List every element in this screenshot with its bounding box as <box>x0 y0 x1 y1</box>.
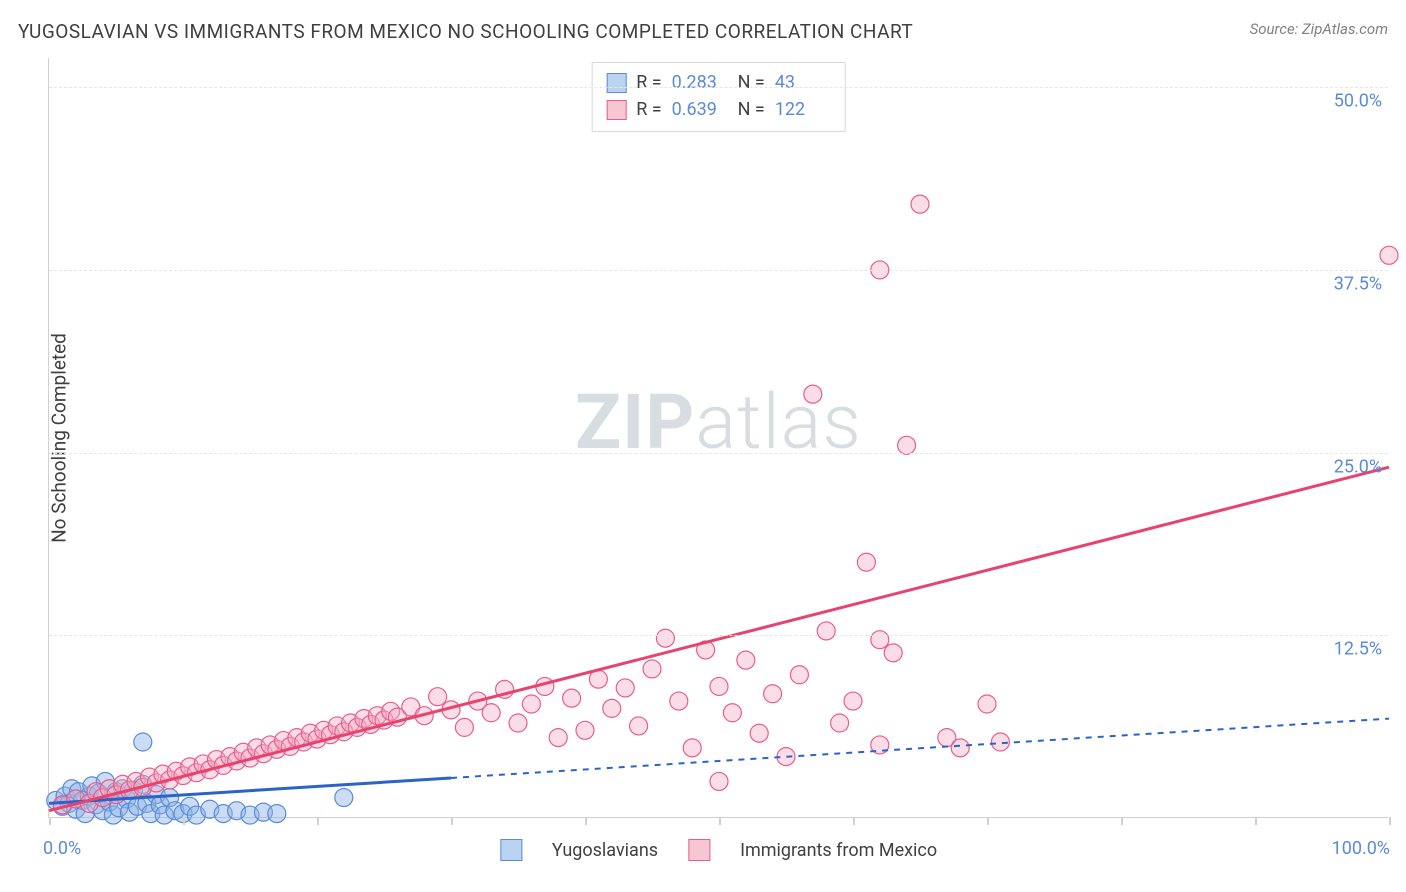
series-legend: Yugoslavians Immigrants from Mexico <box>500 839 937 861</box>
y-tick-label: 37.5% <box>1334 273 1382 294</box>
scatter-point-immigrants_mexico <box>603 699 621 717</box>
scatter-point-immigrants_mexico <box>737 651 755 669</box>
scatter-point-immigrants_mexico <box>455 718 473 736</box>
scatter-point-immigrants_mexico <box>656 629 674 647</box>
scatter-point-immigrants_mexico <box>563 689 581 707</box>
scatter-point-immigrants_mexico <box>817 622 835 640</box>
scatter-point-immigrants_mexico <box>804 385 822 403</box>
scatter-point-immigrants_mexico <box>884 644 902 662</box>
x-tick <box>719 817 721 825</box>
source-attribution: Source: ZipAtlas.com <box>1250 20 1388 38</box>
scatter-point-immigrants_mexico <box>429 688 447 706</box>
scatter-point-immigrants_mexico <box>911 195 929 213</box>
y-tick-label: 25.0% <box>1334 456 1382 477</box>
x-tick <box>49 817 51 825</box>
scatter-point-immigrants_mexico <box>723 704 741 722</box>
scatter-point-immigrants_mexico <box>482 704 500 722</box>
x-tick <box>1255 817 1257 825</box>
legend-label-mexico: Immigrants from Mexico <box>740 840 937 861</box>
scatter-point-immigrants_mexico <box>643 660 661 678</box>
x-tick <box>585 817 587 825</box>
scatter-point-yugoslavians <box>134 733 152 751</box>
legend-label-yugoslavians: Yugoslavians <box>552 840 658 861</box>
scatter-point-immigrants_mexico <box>831 714 849 732</box>
scatter-point-immigrants_mexico <box>750 724 768 742</box>
legend-swatch-yugoslavians <box>500 839 522 861</box>
x-tick-label: 0.0% <box>43 838 81 859</box>
chart-title: YUGOSLAVIAN VS IMMIGRANTS FROM MEXICO NO… <box>18 20 913 43</box>
x-tick <box>317 817 319 825</box>
gridline-h <box>49 635 1388 636</box>
scatter-point-immigrants_mexico <box>710 772 728 790</box>
scatter-point-immigrants_mexico <box>764 685 782 703</box>
gridline-h <box>49 270 1388 271</box>
scatter-point-immigrants_mexico <box>871 631 889 649</box>
scatter-point-immigrants_mexico <box>576 721 594 739</box>
scatter-point-immigrants_mexico <box>790 666 808 684</box>
x-tick <box>451 817 453 825</box>
scatter-point-immigrants_mexico <box>1380 246 1398 264</box>
scatter-point-immigrants_mexico <box>857 553 875 571</box>
y-tick-label: 50.0% <box>1334 91 1382 112</box>
scatter-point-immigrants_mexico <box>683 739 701 757</box>
scatter-point-immigrants_mexico <box>898 436 916 454</box>
scatter-point-immigrants_mexico <box>549 729 567 747</box>
x-tick-label: 100.0% <box>1332 838 1390 859</box>
scatter-point-immigrants_mexico <box>630 717 648 735</box>
gridline-h <box>49 453 1388 454</box>
trend-line-immigrants_mexico <box>49 467 1389 810</box>
scatter-point-immigrants_mexico <box>509 714 527 732</box>
scatter-point-immigrants_mexico <box>710 677 728 695</box>
scatter-point-immigrants_mexico <box>844 692 862 710</box>
x-tick <box>183 817 185 825</box>
x-tick <box>1121 817 1123 825</box>
chart-svg <box>49 58 1388 817</box>
gridline-h <box>49 87 1388 88</box>
x-tick <box>1389 817 1391 825</box>
scatter-point-immigrants_mexico <box>522 695 540 713</box>
scatter-point-yugoslavians <box>268 805 286 823</box>
y-tick-label: 12.5% <box>1334 639 1382 660</box>
scatter-point-immigrants_mexico <box>616 679 634 697</box>
x-tick <box>853 817 855 825</box>
plot-area: No Schooling Completed ZIPatlas R = 0.28… <box>48 58 1388 818</box>
scatter-point-immigrants_mexico <box>978 695 996 713</box>
scatter-point-yugoslavians <box>335 789 353 807</box>
scatter-point-immigrants_mexico <box>670 692 688 710</box>
scatter-point-immigrants_mexico <box>951 739 969 757</box>
x-tick <box>987 817 989 825</box>
legend-swatch-mexico <box>688 839 710 861</box>
